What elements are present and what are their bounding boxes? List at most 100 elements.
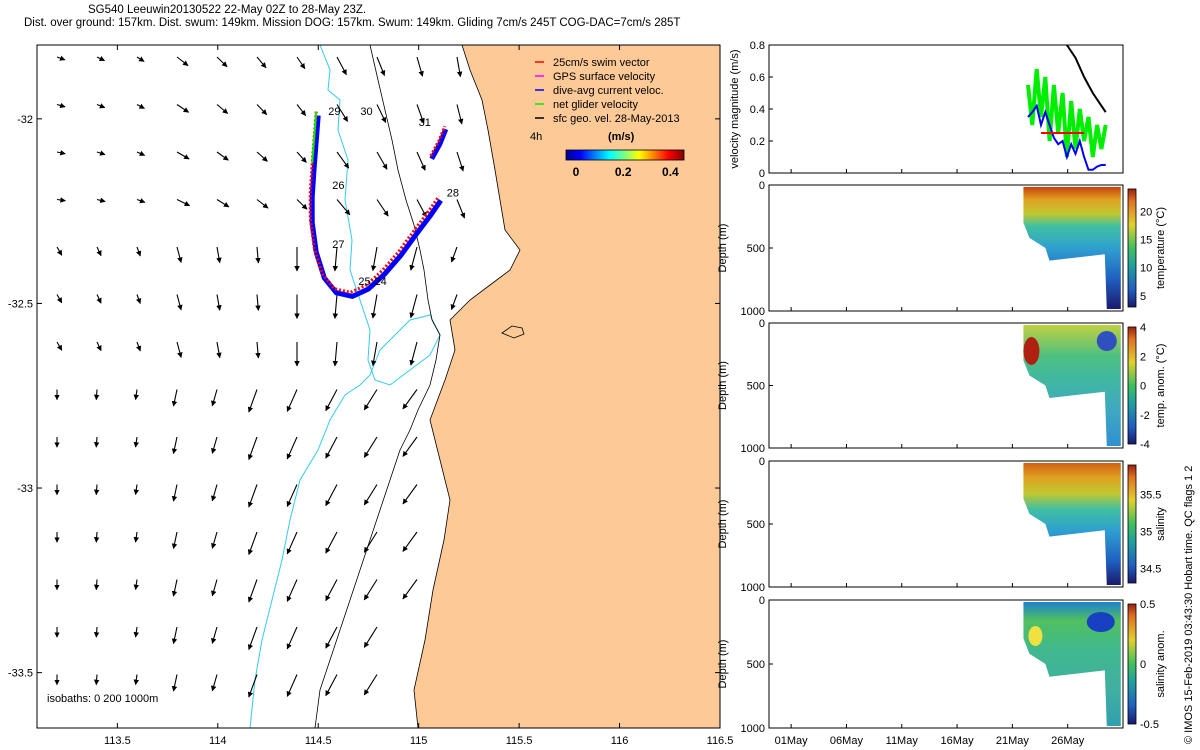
geo-velocity-arrow	[247, 579, 258, 603]
time-tick-label: 11May	[886, 735, 919, 747]
colorbar-tick-label: 0.4	[662, 165, 679, 179]
geo-velocity-arrow	[56, 197, 66, 203]
colorbar-tick-label: 0	[573, 165, 580, 179]
geo-velocity-arrow	[216, 56, 228, 68]
geo-velocity-arrow	[363, 626, 378, 648]
day-label: 28	[447, 187, 459, 199]
geo-velocity-arrow	[409, 246, 418, 271]
geo-velocity-arrow	[402, 579, 418, 600]
geo-velocity-arrow	[409, 341, 418, 366]
y-tick-label: 0	[759, 318, 765, 330]
y-tick-label: 0.6	[750, 72, 765, 84]
map-axis-ticks: 113.5114114.5115115.5116116.5-31-31.5-32…	[8, 45, 734, 747]
geo-velocity-arrow	[336, 104, 349, 122]
y-tick-label: -33.5	[8, 668, 33, 680]
y-tick-label: 500	[747, 243, 765, 255]
geo-velocity-arrow	[96, 150, 106, 156]
warm-anomaly	[1023, 337, 1040, 365]
geo-velocity-arrow	[336, 151, 350, 169]
geo-velocity-arrow	[96, 56, 106, 62]
geo-velocity-arrow	[363, 484, 378, 506]
x-tick-label: 116.5	[707, 735, 734, 747]
geo-velocity-arrow	[363, 436, 378, 458]
credit-text: © IMOS 15-Feb-2019 03:43:30 Hobart time.…	[1183, 465, 1195, 744]
colorbar-tick-label: 0.2	[615, 165, 632, 179]
geo-velocity-arrow	[93, 531, 100, 543]
time-tick-label: 01May	[775, 735, 809, 747]
x-tick-label: 113.5	[104, 735, 131, 747]
y-tick-label: 0	[759, 595, 765, 607]
x-tick-label: 114.5	[305, 735, 332, 747]
geo-velocity-arrow	[416, 56, 424, 77]
geo-velocity-arrow	[133, 484, 139, 496]
geo-velocity-arrow	[211, 436, 218, 454]
geo-velocity-arrow	[336, 199, 351, 216]
day-label: 26	[332, 180, 344, 192]
geo-velocity-arrow	[171, 389, 178, 407]
geo-velocity-arrow	[136, 150, 146, 156]
geo-velocity-arrow	[286, 436, 298, 460]
geo-velocity-arrow	[56, 150, 66, 156]
y-tick-label: 1000	[741, 443, 765, 455]
legend-label: GPS surface velocity	[553, 71, 656, 83]
colorbar	[565, 149, 685, 161]
geo-velocity-arrow	[332, 341, 339, 367]
dac-track-offshoot	[429, 128, 449, 161]
geo-velocity-arrow	[247, 389, 258, 413]
geo-velocity-arrow	[171, 484, 178, 502]
geo-velocity-arrow	[56, 55, 66, 61]
geo-velocity-arrow	[96, 197, 106, 204]
colorbar-tick-label: 10	[1140, 263, 1152, 275]
geo-velocity-arrow	[216, 294, 222, 311]
geo-velocity-arrow	[409, 294, 418, 319]
geo-velocity-arrow	[56, 246, 63, 256]
geostrophic-velocity-arrows	[54, 55, 466, 698]
salinity_anomaly-colorbar	[1127, 603, 1137, 725]
geo-velocity-arrow	[370, 294, 378, 319]
geo-velocity-arrow	[456, 56, 463, 78]
geo-velocity-arrow	[402, 531, 418, 552]
y-tick-label: 0.8	[750, 40, 765, 52]
geo-velocity-arrow	[93, 484, 100, 496]
y-tick-label: 1000	[741, 582, 765, 594]
geo-velocity-arrow	[171, 626, 178, 645]
geo-velocity-arrow	[256, 56, 267, 69]
geo-velocity-arrow	[286, 579, 298, 602]
y-tick-label: 0.2	[750, 136, 765, 148]
colorbar-tick-label: -4	[1140, 439, 1150, 451]
map-legend: 25cm/s swim vector GPS surface velocity di…	[530, 57, 685, 179]
geo-velocity-arrow	[93, 389, 100, 401]
time-tick-label: 21May	[996, 735, 1030, 747]
y-tick-label: 500	[747, 659, 765, 671]
geo-velocity-arrow	[336, 56, 347, 76]
dac-track	[309, 115, 443, 300]
time-tick-label: 26May	[1051, 735, 1085, 747]
geo-velocity-arrow	[136, 294, 142, 305]
day-label: 27	[332, 239, 344, 251]
depth-ylabel: Depth (m)	[717, 361, 729, 410]
temp_anomaly-colorbar-label: temp. anom. (°C)	[1155, 344, 1167, 428]
geo-velocity-arrow	[402, 484, 418, 505]
geo-velocity-arrow	[255, 246, 261, 264]
depth-ylabel: Depth (m)	[717, 224, 729, 273]
time-tick-label: 06May	[830, 735, 864, 747]
map-panel: 29 30 31 26 28 27 25 24 113.5 114 114.5 115 115.5 11…	[8, 44, 734, 747]
geo-velocity-arrow	[96, 246, 102, 257]
geo-velocity-arrow	[456, 199, 466, 219]
geo-velocity-arrow	[171, 531, 178, 550]
geo-velocity-arrow	[211, 531, 218, 549]
salinity-colorbar	[1127, 464, 1137, 584]
y-tick-label: -32	[17, 114, 33, 126]
x-tick-label: 115	[410, 735, 428, 747]
geo-velocity-arrow	[56, 102, 66, 109]
colorbar-tick-label: -2	[1140, 410, 1150, 422]
geo-velocity-arrow	[176, 56, 189, 67]
isobath-200m	[314, 45, 441, 728]
geo-velocity-arrow	[325, 436, 338, 459]
cool-anomaly	[1096, 331, 1117, 351]
geo-velocity-arrow	[450, 294, 458, 311]
geo-velocity-arrow	[376, 56, 386, 77]
colorbar-tick-label: 35.5	[1140, 490, 1161, 502]
glider-track	[308, 111, 449, 300]
